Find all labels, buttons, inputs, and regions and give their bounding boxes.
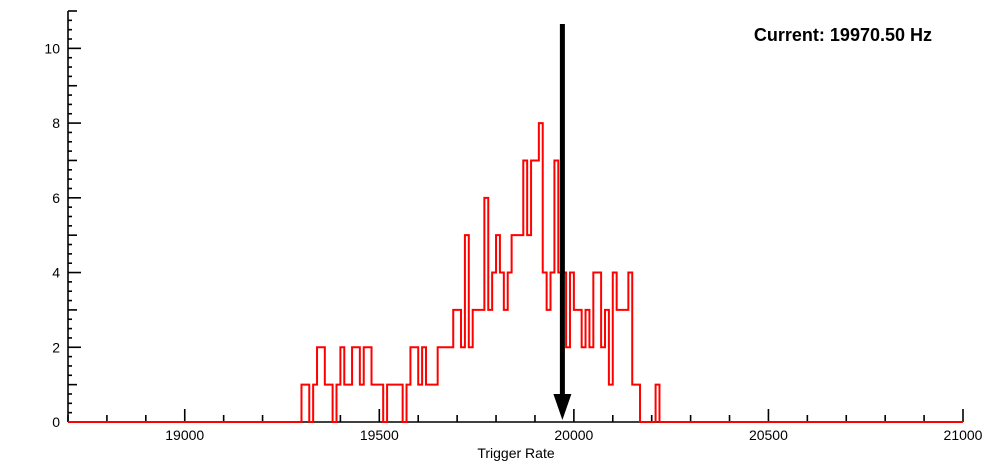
y-tick-label: 8 bbox=[52, 115, 60, 131]
current-rate-arrow bbox=[553, 24, 572, 420]
x-tick-label: 19000 bbox=[165, 427, 204, 443]
x-tick-label: 20500 bbox=[749, 427, 788, 443]
current-rate-label: Current: 19970.50 Hz bbox=[754, 25, 932, 45]
axes: 19000 19500 20000 20500 21000 0 2 4 6 8 10 bbox=[44, 10, 983, 443]
x-tick-label: 19500 bbox=[360, 427, 399, 443]
arrow-head bbox=[553, 394, 572, 420]
y-tick-label: 2 bbox=[52, 339, 60, 355]
x-tick-label: 20000 bbox=[554, 427, 593, 443]
histogram-series bbox=[68, 122, 963, 423]
y-tick-label: 0 bbox=[52, 414, 60, 430]
y-tick-label: 6 bbox=[52, 190, 60, 206]
x-axis-title: Trigger Rate bbox=[477, 445, 555, 461]
y-tick-label: 4 bbox=[52, 265, 60, 281]
x-tick-label: 21000 bbox=[944, 427, 983, 443]
y-tick-label: 10 bbox=[44, 40, 60, 56]
